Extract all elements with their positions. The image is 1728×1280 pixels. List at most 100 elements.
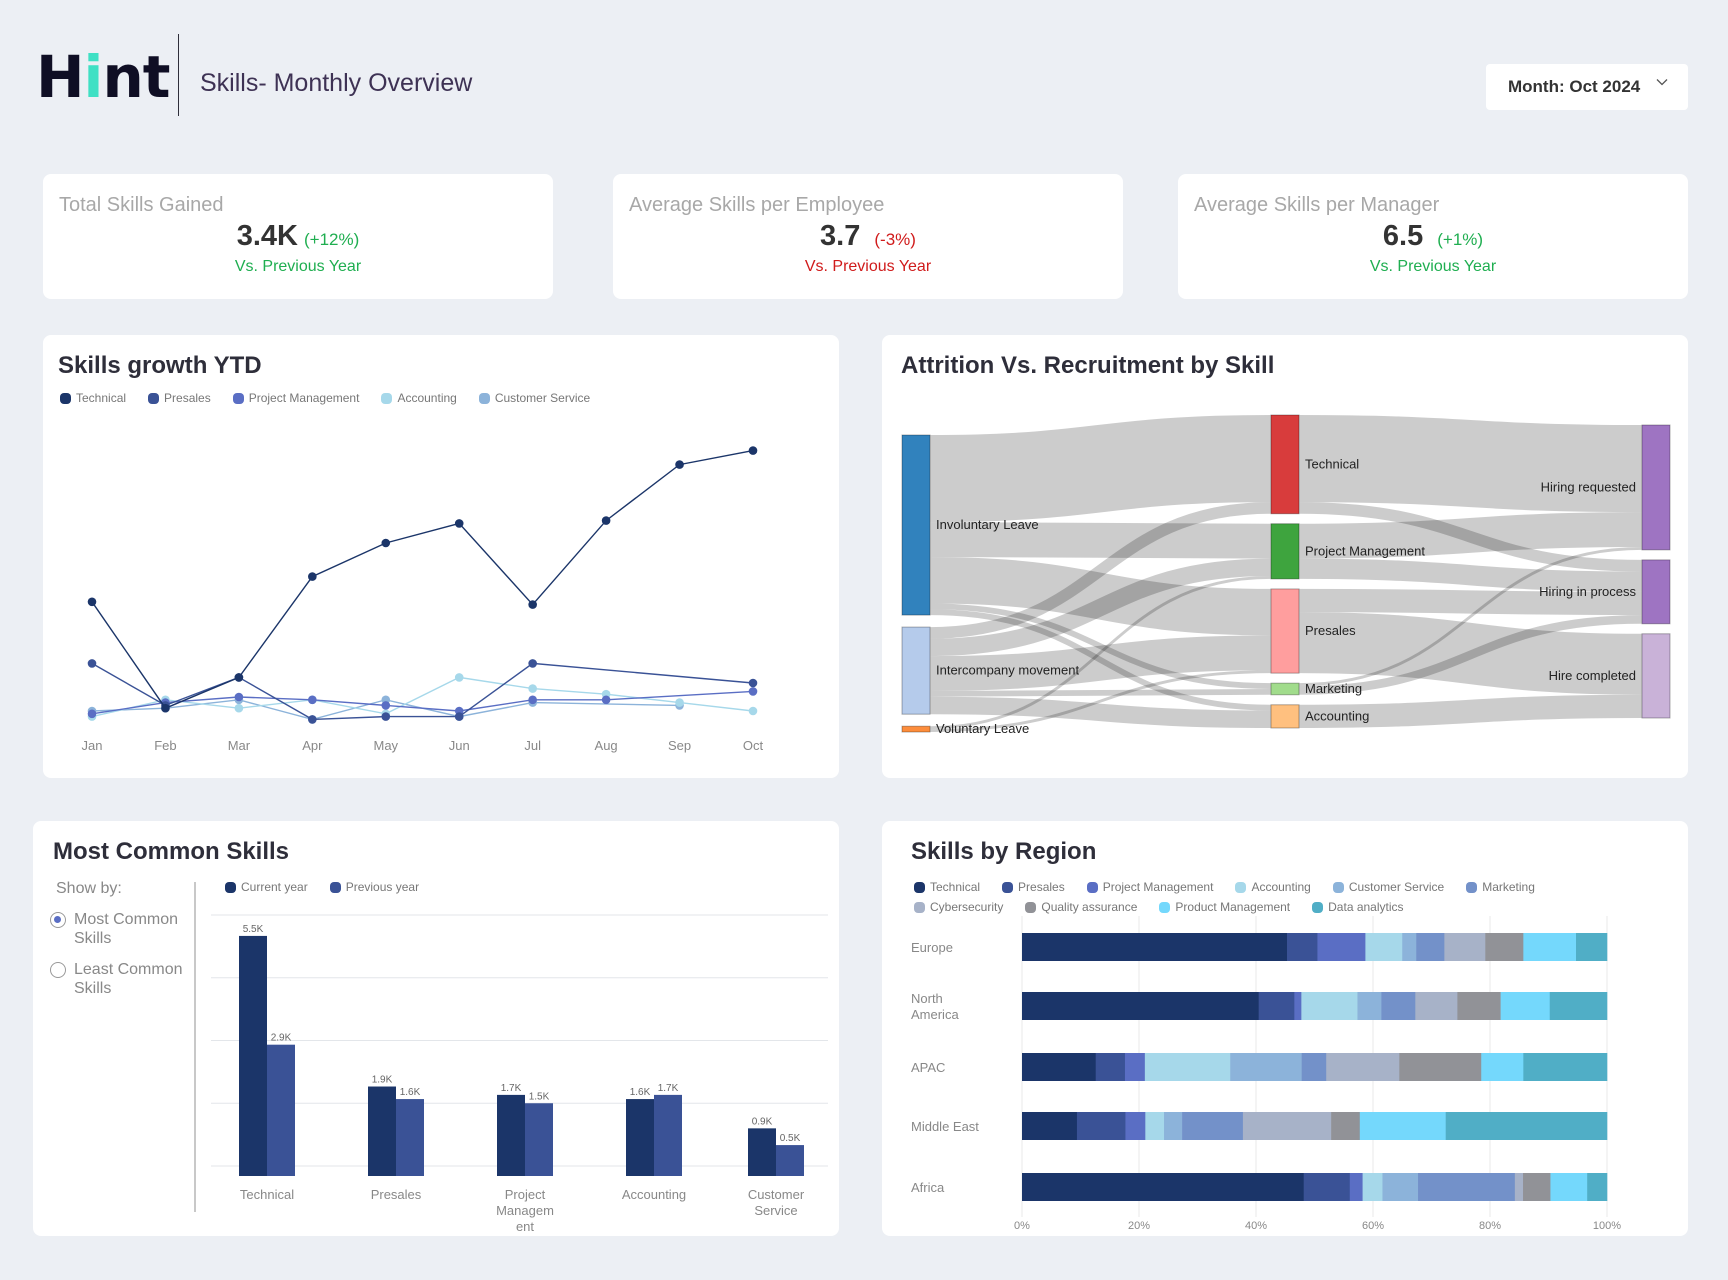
stacked-bar-segment[interactable] <box>1445 1112 1608 1140</box>
stacked-bar-segment[interactable] <box>1095 1053 1126 1081</box>
data-point[interactable] <box>748 678 758 688</box>
stacked-bar-segment[interactable] <box>1317 933 1366 961</box>
bar[interactable] <box>267 1044 295 1176</box>
legend-item[interactable]: Project Management <box>232 388 359 408</box>
data-point[interactable] <box>675 460 684 469</box>
stacked-bar-segment[interactable] <box>1022 992 1259 1020</box>
sankey-node[interactable] <box>1270 414 1300 515</box>
stacked-bar-segment[interactable] <box>1418 1173 1516 1201</box>
stacked-bar-segment[interactable] <box>1500 992 1551 1020</box>
legend-item[interactable]: Cybersecurity <box>914 897 1003 917</box>
radio-most-common[interactable]: Most Common Skills <box>50 910 200 948</box>
radio-button[interactable] <box>50 962 66 978</box>
stacked-bar-segment[interactable] <box>1415 992 1458 1020</box>
data-point[interactable] <box>87 709 97 719</box>
data-point[interactable] <box>87 659 97 668</box>
stacked-bar-segment[interactable] <box>1550 1173 1588 1201</box>
stacked-bar-segment[interactable] <box>1523 933 1577 961</box>
sankey-link[interactable] <box>929 522 1272 559</box>
bar[interactable] <box>654 1094 682 1176</box>
data-point[interactable] <box>454 673 464 682</box>
stacked-bar-segment[interactable] <box>1444 933 1486 961</box>
stacked-bar-segment[interactable] <box>1287 933 1318 961</box>
sankey-link[interactable] <box>929 688 1272 697</box>
stacked-bar-segment[interactable] <box>1144 1053 1231 1081</box>
legend-item[interactable]: Customer Service <box>1332 877 1444 897</box>
sankey-link[interactable] <box>929 670 1272 733</box>
legend-item[interactable]: Data analytics <box>1312 897 1404 917</box>
month-select[interactable]: Month: Oct 2024 <box>1486 64 1688 110</box>
data-point[interactable] <box>528 600 537 609</box>
stacked-bar-segment[interactable] <box>1416 933 1445 961</box>
data-point[interactable] <box>381 712 391 721</box>
data-point[interactable] <box>234 673 244 682</box>
data-point[interactable] <box>381 538 391 548</box>
sankey-link[interactable] <box>1298 615 1643 695</box>
legend-item[interactable]: Quality assurance <box>1025 897 1137 917</box>
stacked-bar-segment[interactable] <box>1022 1053 1097 1081</box>
legend-item[interactable]: Presales <box>1002 877 1065 897</box>
bar[interactable] <box>396 1099 424 1176</box>
stacked-bar-segment[interactable] <box>1485 933 1524 961</box>
stacked-bar-segment[interactable] <box>1587 1173 1608 1201</box>
stacked-bar-segment[interactable] <box>1124 1053 1146 1081</box>
data-point[interactable] <box>748 687 758 696</box>
stacked-bar-segment[interactable] <box>1399 1053 1482 1081</box>
sankey-node[interactable] <box>1641 559 1671 625</box>
stacked-bar-segment[interactable] <box>1303 1173 1351 1201</box>
data-point[interactable] <box>381 701 391 710</box>
stacked-bar-segment[interactable] <box>1575 933 1608 961</box>
radio-button-checked[interactable] <box>50 912 66 928</box>
sankey-link[interactable] <box>1298 512 1643 559</box>
stacked-bar-segment[interactable] <box>1182 1112 1244 1140</box>
stacked-bar-segment[interactable] <box>1022 933 1288 961</box>
data-point[interactable] <box>601 516 611 525</box>
stacked-bar-segment[interactable] <box>1349 1173 1363 1201</box>
sankey-node[interactable] <box>1270 523 1300 580</box>
bar[interactable] <box>525 1103 553 1176</box>
stacked-bar-segment[interactable] <box>1294 992 1302 1020</box>
sankey-link[interactable] <box>929 609 1272 711</box>
sankey-node[interactable] <box>1270 704 1300 729</box>
data-point[interactable] <box>308 695 317 705</box>
stacked-bar-segment[interactable] <box>1125 1112 1146 1140</box>
stacked-bar-segment[interactable] <box>1022 1173 1305 1201</box>
data-point[interactable] <box>87 597 97 607</box>
stacked-bar-segment[interactable] <box>1514 1173 1524 1201</box>
stacked-bar-segment[interactable] <box>1523 1173 1551 1201</box>
data-point[interactable] <box>675 698 684 707</box>
sankey-node[interactable] <box>901 725 931 733</box>
sankey-link[interactable] <box>1298 588 1643 616</box>
legend-item[interactable]: Technical <box>60 388 126 408</box>
legend-item[interactable]: Accounting <box>381 388 457 408</box>
data-point[interactable] <box>528 684 537 693</box>
sankey-link[interactable] <box>929 576 1272 730</box>
legend-item[interactable]: Previous year <box>329 877 419 897</box>
data-point[interactable] <box>161 703 170 713</box>
sankey-link[interactable] <box>929 558 1272 657</box>
stacked-bar-segment[interactable] <box>1549 992 1608 1020</box>
data-point[interactable] <box>748 706 758 716</box>
data-point[interactable] <box>528 695 537 705</box>
stacked-bar-segment[interactable] <box>1301 992 1358 1020</box>
stacked-bar-segment[interactable] <box>1331 1112 1361 1140</box>
bar[interactable] <box>497 1094 525 1176</box>
sankey-node[interactable] <box>901 626 931 715</box>
stacked-bar-segment[interactable] <box>1022 1112 1078 1140</box>
legend-item[interactable]: Customer Service <box>478 388 590 408</box>
stacked-bar-segment[interactable] <box>1457 992 1501 1020</box>
stacked-bar-segment[interactable] <box>1145 1112 1165 1140</box>
sankey-link[interactable] <box>929 635 1272 691</box>
data-point[interactable] <box>308 572 317 581</box>
stacked-bar-segment[interactable] <box>1357 992 1382 1020</box>
data-point[interactable] <box>601 695 611 705</box>
stacked-bar-segment[interactable] <box>1365 933 1403 961</box>
data-point[interactable] <box>454 519 464 528</box>
sankey-link[interactable] <box>1298 694 1643 728</box>
bar[interactable] <box>748 1128 776 1176</box>
stacked-bar-segment[interactable] <box>1523 1053 1608 1081</box>
sankey-link[interactable] <box>1298 558 1643 592</box>
legend-item[interactable]: Presales <box>148 388 211 408</box>
data-point[interactable] <box>748 446 758 455</box>
sankey-link[interactable] <box>929 603 1272 689</box>
